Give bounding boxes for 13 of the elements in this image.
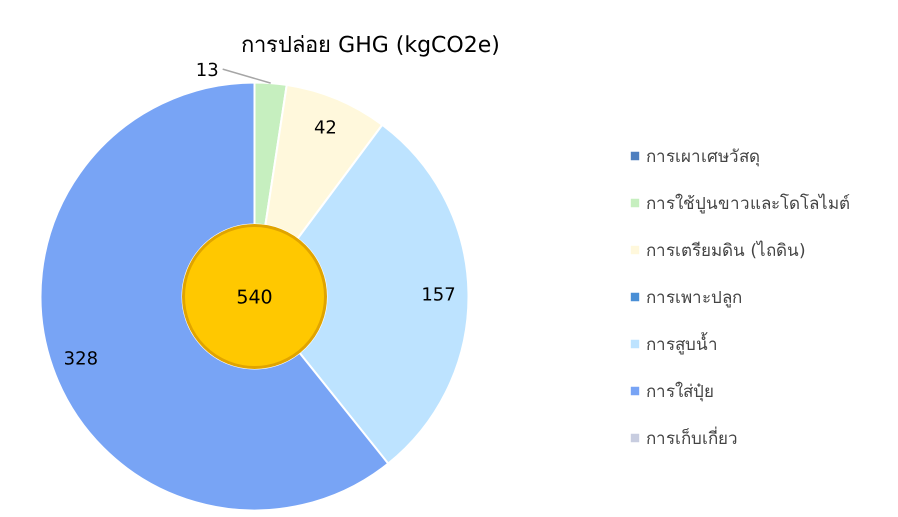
data-label: 157 xyxy=(421,284,456,306)
legend-label: การเพาะปลูก xyxy=(646,287,742,310)
chart-title: การปล่อย GHG (kgCO2e) xyxy=(241,33,500,58)
legend-label: การใส่ปุ๋ย xyxy=(646,380,714,404)
legend-label: การเผาเศษวัสดุ xyxy=(646,146,760,169)
data-label: 328 xyxy=(64,348,98,370)
data-label: 42 xyxy=(314,118,337,139)
legend-label: การเก็บเกี่ยว xyxy=(646,426,738,451)
data-label: 13 xyxy=(196,60,219,82)
legend-label: การสูบน้ำ xyxy=(646,331,718,357)
legend-label: การเตรียมดิน (ไถดิน) xyxy=(646,240,806,263)
legend-label: การใช้ปูนขาวและโดโลไมต์ xyxy=(646,192,850,216)
text: 540 xyxy=(236,286,273,308)
